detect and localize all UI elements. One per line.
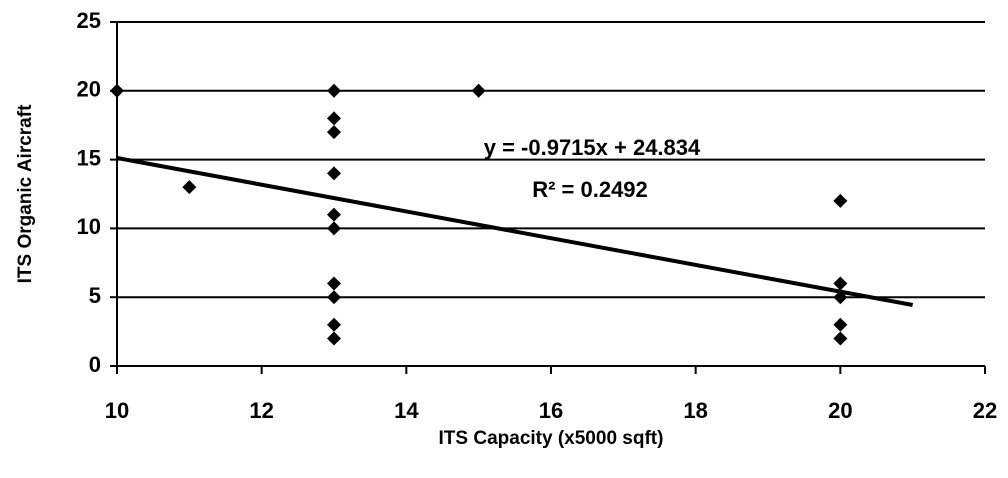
- point: [327, 290, 341, 305]
- point: [833, 193, 848, 208]
- x-tick-label: 10: [105, 398, 129, 423]
- y-tick-label: 10: [77, 214, 101, 239]
- x-tick-label: 16: [539, 398, 563, 423]
- point: [833, 331, 848, 346]
- x-tick-label: 20: [828, 398, 852, 423]
- point: [833, 290, 848, 305]
- point: [110, 83, 124, 98]
- point: [327, 221, 341, 236]
- point: [833, 276, 848, 291]
- y-tick-label: 20: [77, 77, 101, 102]
- trend-equation: y = -0.9715x + 24.834: [484, 135, 701, 160]
- point: [327, 207, 341, 222]
- point: [182, 180, 197, 195]
- point: [327, 276, 341, 291]
- r-squared: R² = 0.2492: [532, 177, 648, 202]
- point: [327, 111, 341, 126]
- y-tick-label: 0: [89, 352, 101, 377]
- point: [327, 125, 341, 140]
- y-tick-label: 5: [89, 283, 101, 308]
- x-tick-label: 12: [249, 398, 273, 423]
- x-axis-label: ITS Capacity (x5000 sqft): [439, 428, 664, 449]
- point: [471, 83, 486, 98]
- point: [327, 83, 341, 98]
- point: [327, 317, 341, 332]
- y-tick-label: 25: [77, 8, 101, 33]
- x-tick-label: 14: [394, 398, 419, 423]
- point: [833, 317, 848, 332]
- x-tick-label: 22: [973, 398, 997, 423]
- point: [327, 166, 341, 181]
- point: [327, 331, 341, 346]
- trendline: [116, 155, 914, 307]
- x-tick-label: 18: [683, 398, 707, 423]
- y-axis-label: ITS Organic Aircraft: [15, 104, 36, 283]
- y-tick-label: 15: [77, 145, 101, 170]
